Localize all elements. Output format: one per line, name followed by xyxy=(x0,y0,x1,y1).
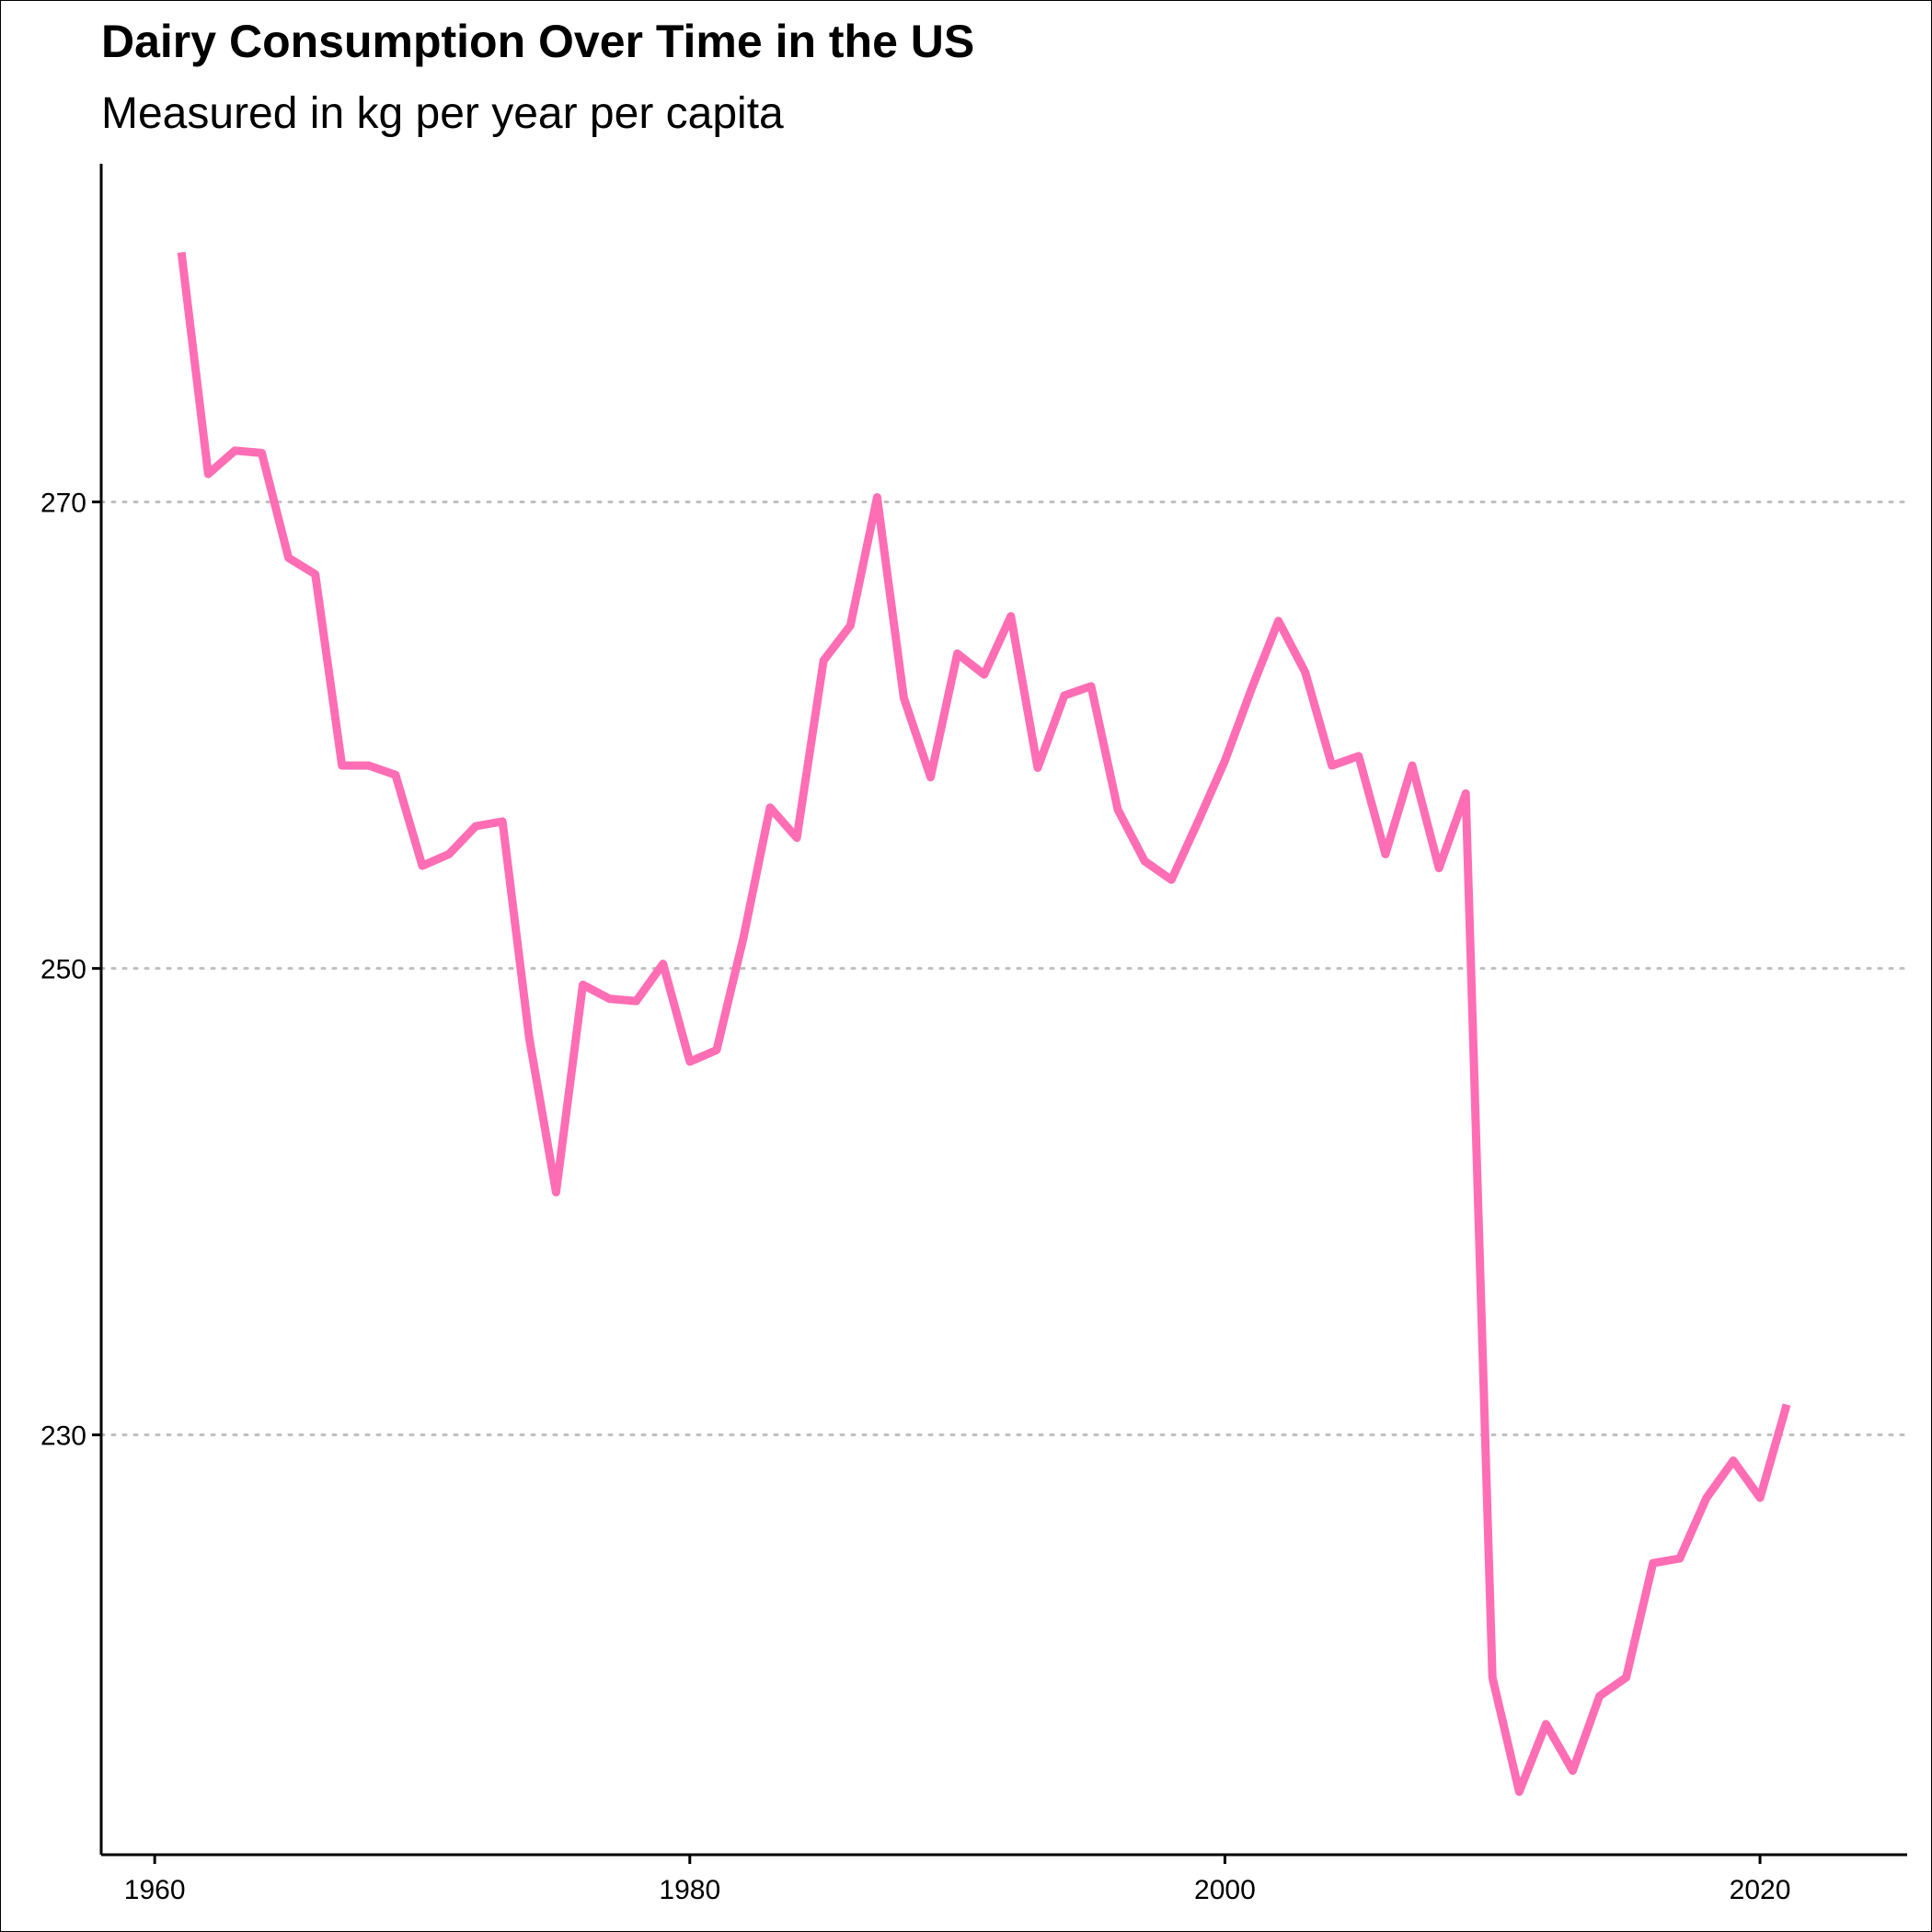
x-tick-label-2020: 2020 xyxy=(1730,1875,1791,1905)
y-tick-label-230: 230 xyxy=(40,1421,86,1452)
axes xyxy=(99,164,1907,1857)
chart-subtitle: Measured in kg per year per capita xyxy=(101,89,784,138)
chart-title: Dairy Consumption Over Time in the US xyxy=(101,16,975,67)
x-tick-label-2000: 2000 xyxy=(1194,1875,1256,1905)
y-tick-label-270: 270 xyxy=(40,489,86,519)
x-tick-label-1960: 1960 xyxy=(124,1875,186,1905)
x-tick-label-1980: 1980 xyxy=(659,1875,720,1905)
series-layer xyxy=(177,251,1791,1797)
axis-ticks: 230 250 270 1960 1980 2000 2020 xyxy=(40,489,1790,1905)
y-gridlines xyxy=(99,500,1909,1437)
series-line-0 xyxy=(177,251,1791,1797)
y-tick-label-250: 250 xyxy=(40,955,86,985)
